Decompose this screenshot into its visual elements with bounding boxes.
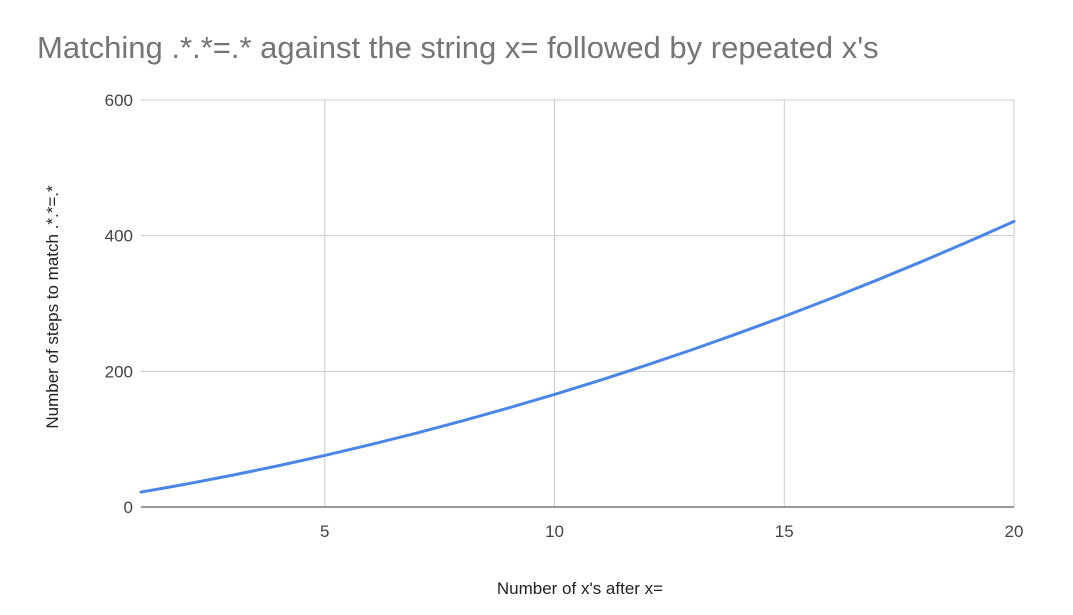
x-tick-label: 20	[1005, 522, 1024, 541]
y-tick-label: 200	[105, 362, 133, 381]
tick-labels: 0 200 400 600 5 10 15 20	[105, 91, 1024, 541]
x-axis-title: Number of x's after x=	[497, 579, 663, 598]
y-tick-label: 0	[124, 498, 133, 517]
gridlines	[141, 99, 1015, 507]
x-tick-label: 5	[320, 522, 329, 541]
y-tick-label: 600	[105, 91, 133, 110]
x-tick-label: 15	[775, 522, 794, 541]
y-tick-label: 400	[105, 227, 133, 246]
chart-title: Matching .*.*=.* against the string x= f…	[37, 30, 879, 65]
series-lines	[139, 219, 1016, 494]
y-axis-title: Number of steps to match .*.*=.*	[43, 185, 62, 429]
x-tick-label: 10	[545, 522, 564, 541]
series-line	[139, 219, 1016, 494]
